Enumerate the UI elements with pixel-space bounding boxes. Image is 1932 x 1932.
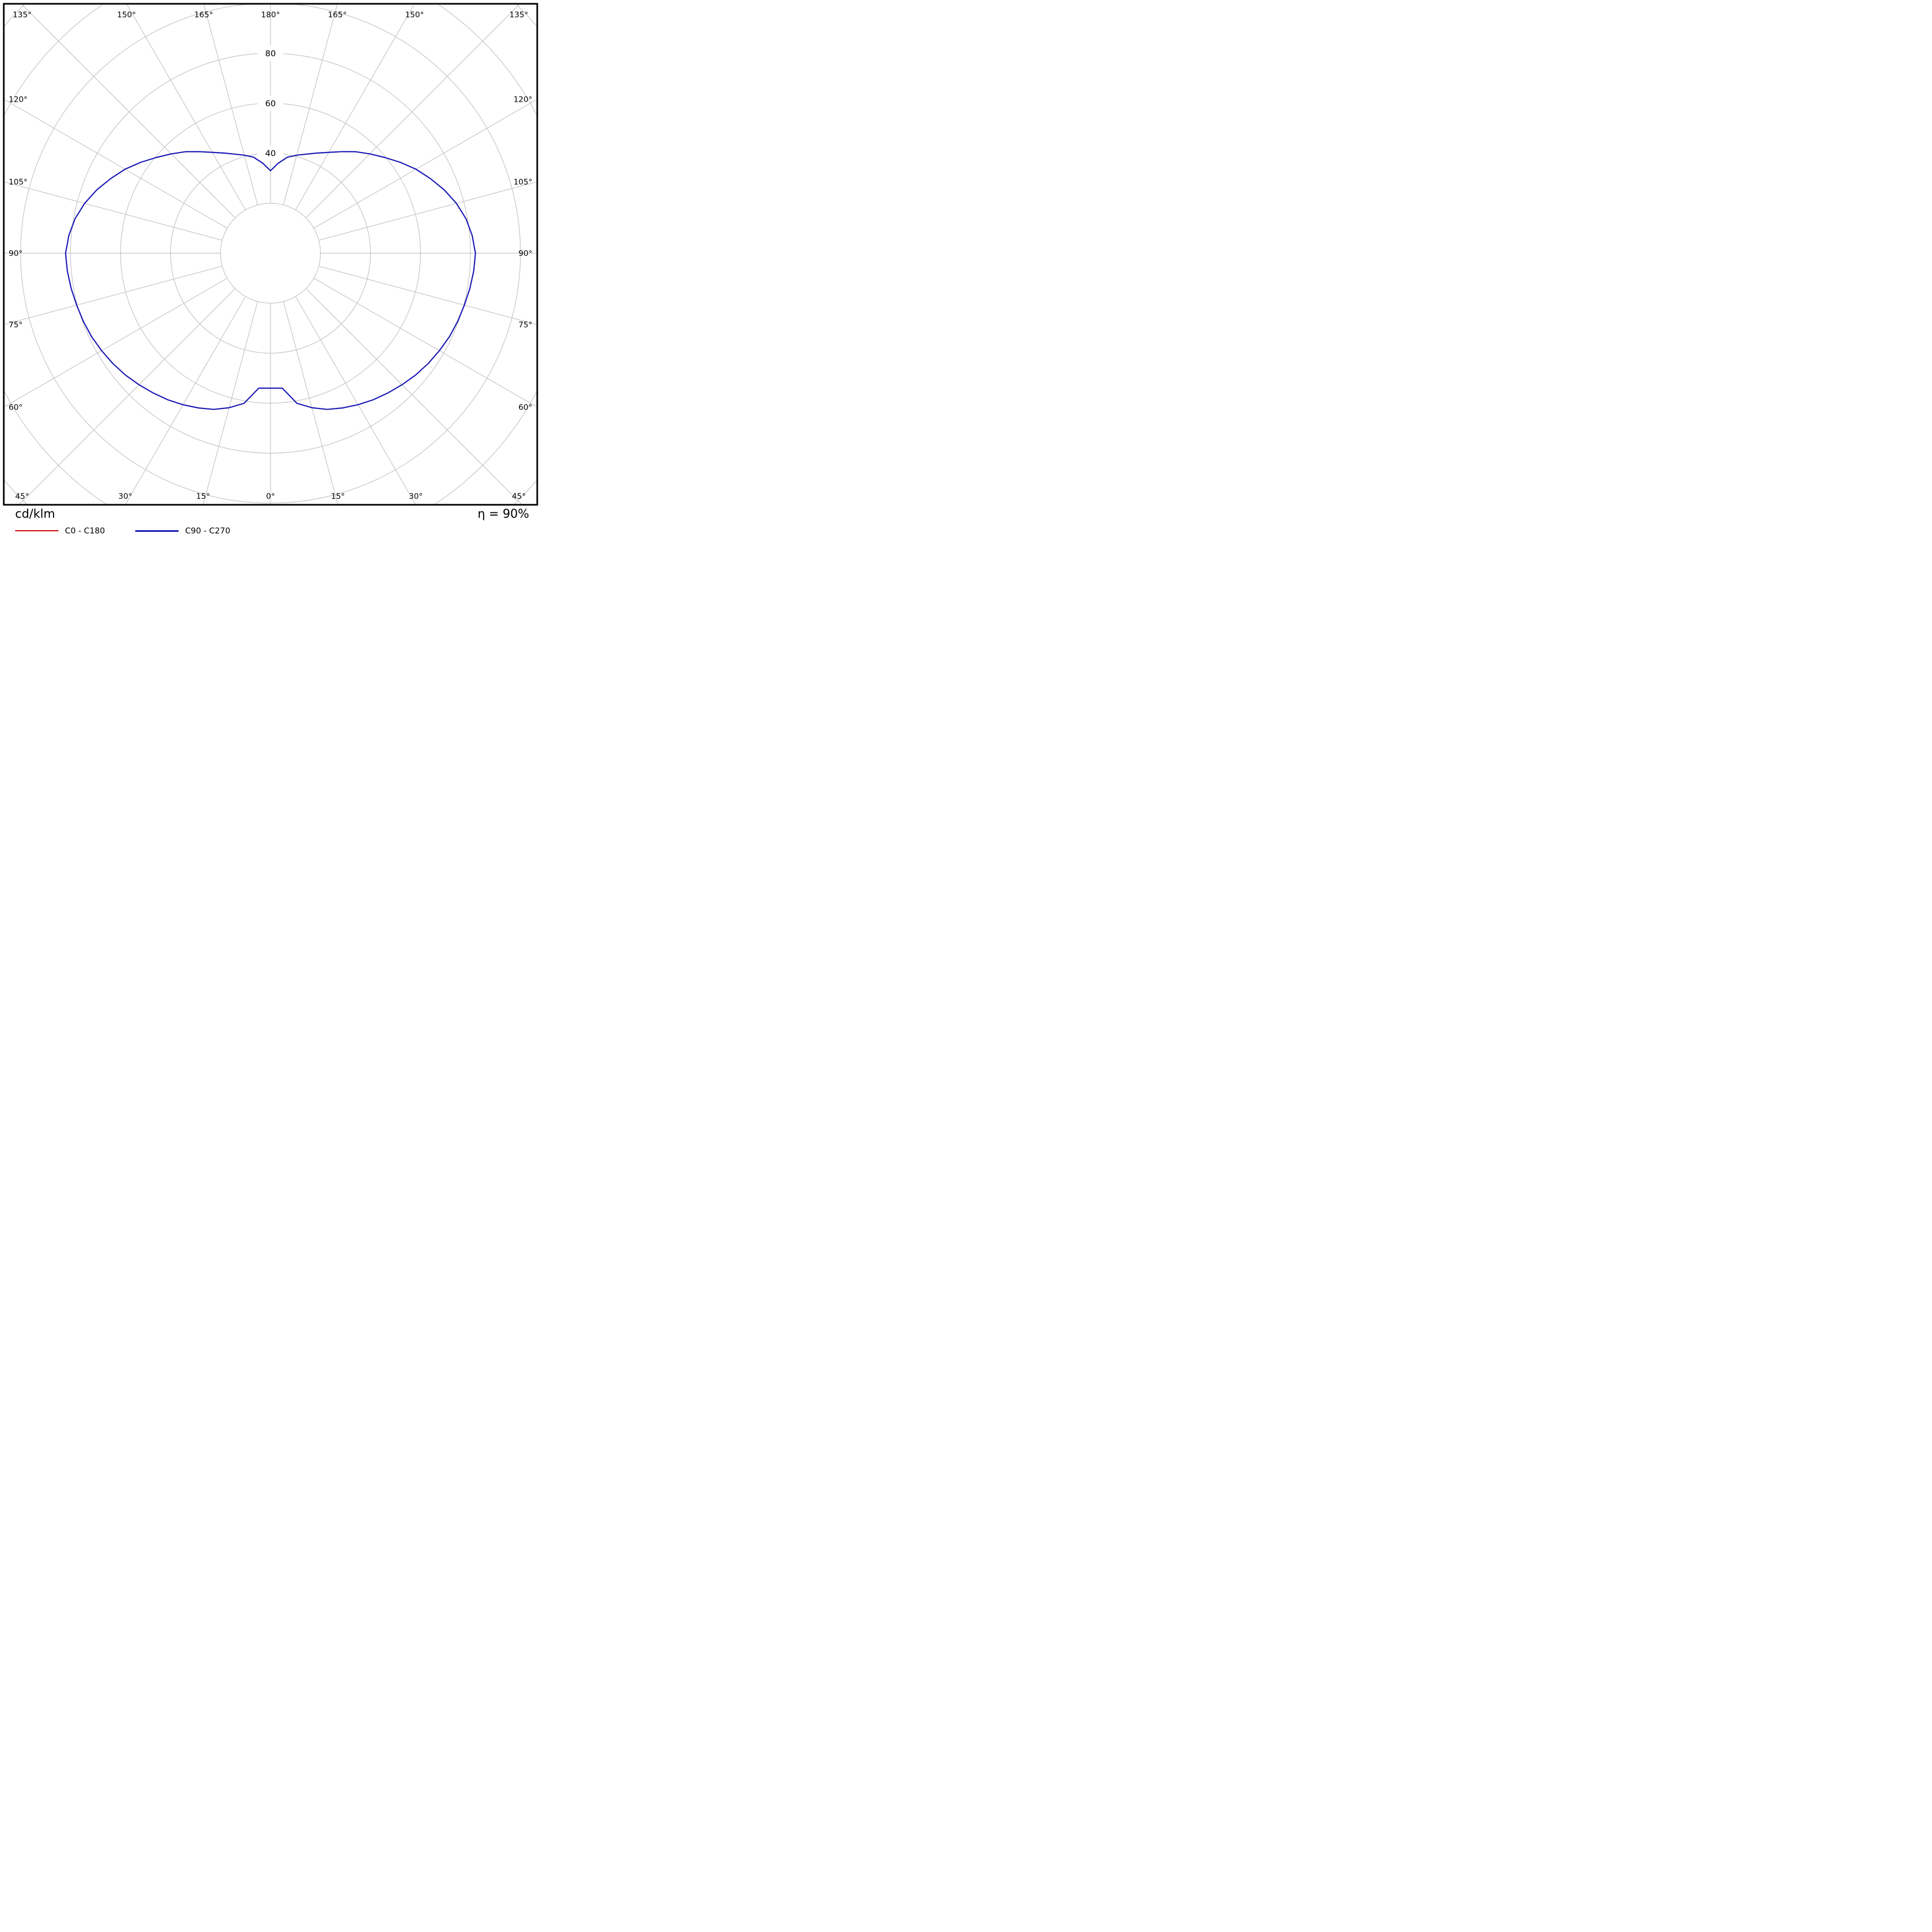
- grid-spoke-210: [126, 4, 246, 210]
- grid-spoke-195: [203, 4, 258, 205]
- legend-line-c0-c180: [15, 530, 58, 531]
- angle-label-60-right: 60°: [518, 404, 532, 412]
- ring-label-40: 40: [265, 149, 276, 159]
- polar-grid: [4, 4, 537, 505]
- angle-label-105-left: 105°: [9, 178, 28, 187]
- ring-label-60: 60: [265, 98, 276, 108]
- angle-labels: 0° 15° 15° 30° 30° 45° 45° 60° 60° 75° 75° 90° 90° 10…: [9, 11, 532, 501]
- angle-label-75-left: 75°: [9, 321, 23, 329]
- grid-spoke-225: [21, 4, 236, 219]
- grid-spoke-255: [4, 181, 222, 241]
- legend-item-c90-c270: C90 - C270: [135, 526, 230, 536]
- legend-line-c90-c270: [135, 530, 179, 532]
- grid-spoke-240: [4, 98, 228, 229]
- angle-label-135-right: 135°: [510, 11, 529, 19]
- grid-spoke-45: [305, 288, 523, 505]
- grid-spoke-345: [202, 301, 258, 505]
- angle-label-105-right: 105°: [513, 178, 532, 187]
- grid-spoke-285: [4, 266, 222, 325]
- grid-spoke-315: [18, 288, 236, 505]
- angle-label-120-right: 120°: [513, 95, 532, 104]
- legend: C0 - C180 C90 - C270: [15, 526, 230, 536]
- ring-labels: 40 60 80: [258, 45, 283, 161]
- angle-label-135-left: 135°: [13, 11, 32, 19]
- ring-label-mask: [258, 45, 283, 61]
- polar-chart-svg: 40 60 80 0° 15° 15° 30° 30° 45° 45° 60° 60° 75° 75° 90…: [3, 3, 538, 506]
- legend-label-c90-c270: C90 - C270: [185, 526, 230, 536]
- grid-spoke-75: [319, 266, 537, 325]
- angle-label-15-left: 15°: [196, 492, 210, 501]
- grid-spoke-165: [283, 4, 338, 205]
- chart-footer: cd/klm η = 90% C0 - C180 C90 - C270: [0, 506, 541, 541]
- ring-label-mask: [258, 95, 283, 111]
- angle-label-75-right: 75°: [518, 321, 532, 329]
- legend-item-c0-c180: C0 - C180: [15, 526, 105, 536]
- angle-label-150-left: 150°: [117, 11, 136, 19]
- angle-label-150-right: 150°: [405, 11, 424, 19]
- angle-label-165-right: 165°: [328, 11, 347, 19]
- angle-label-45-left: 45°: [15, 492, 29, 501]
- ring-label-80: 80: [265, 49, 276, 58]
- intensity-curves: [65, 151, 476, 410]
- angle-label-90-left: 90°: [9, 249, 23, 258]
- grid-ring-20: [220, 203, 321, 304]
- photometric-diagram: 40 60 80 0° 15° 15° 30° 30° 45° 45° 60° 60° 75° 75° 90…: [0, 0, 541, 541]
- angle-label-90-right: 90°: [518, 249, 532, 258]
- chart-border: [3, 3, 538, 506]
- grid-spoke-105: [319, 181, 537, 241]
- angle-label-30-left: 30°: [118, 492, 133, 501]
- unit-label: cd/klm: [15, 507, 55, 521]
- grid-spoke-30: [295, 296, 417, 505]
- grid-spoke-150: [295, 4, 415, 210]
- angle-label-45-right: 45°: [512, 492, 526, 501]
- grid-spoke-300: [4, 278, 228, 408]
- grid-spoke-330: [124, 296, 246, 505]
- efficiency-label: η = 90%: [477, 507, 529, 521]
- angle-label-30-right: 30°: [409, 492, 423, 501]
- angle-label-60-left: 60°: [9, 404, 23, 412]
- angle-label-15-right: 15°: [331, 492, 345, 501]
- grid-spoke-60: [313, 278, 537, 408]
- angle-label-165-left: 165°: [194, 11, 213, 19]
- ring-label-mask: [258, 146, 283, 161]
- curve-c90-c270: [65, 151, 476, 410]
- angle-label-120-left: 120°: [9, 95, 28, 104]
- grid-spoke-120: [313, 98, 537, 229]
- grid-spoke-15: [283, 301, 339, 505]
- grid-spoke-135: [305, 4, 520, 219]
- legend-label-c0-c180: C0 - C180: [65, 526, 105, 536]
- angle-label-180-right: 180°: [261, 11, 280, 19]
- angle-label-0-right: 0°: [266, 492, 275, 501]
